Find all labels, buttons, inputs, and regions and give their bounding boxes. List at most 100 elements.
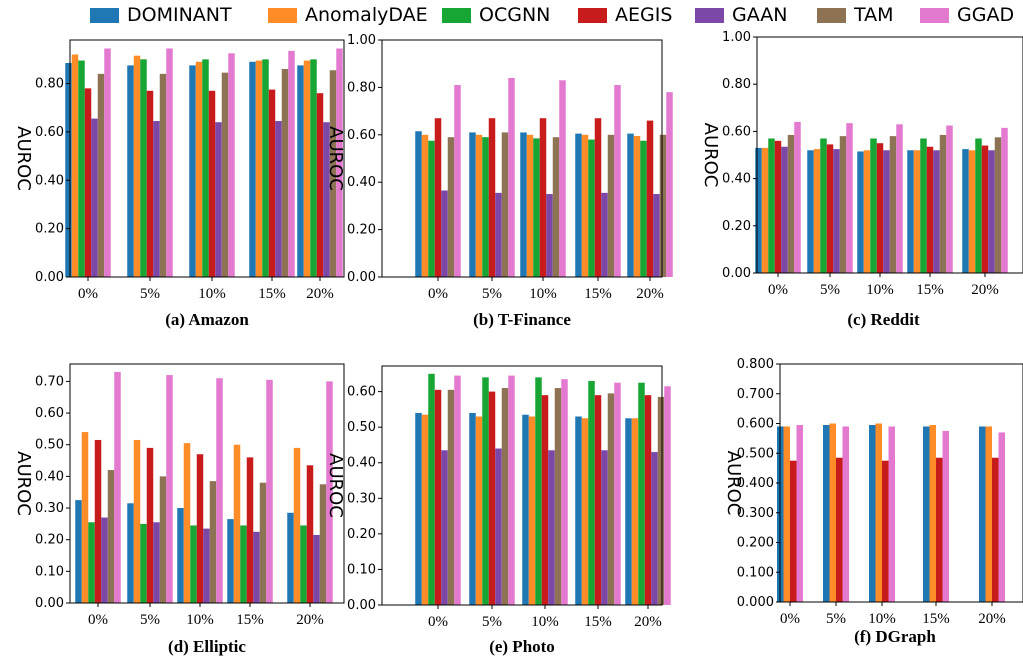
bar: [240, 525, 247, 603]
bar: [638, 382, 645, 605]
bar: [988, 150, 995, 273]
bar: [114, 371, 121, 603]
bar: [146, 447, 154, 603]
bar: [153, 121, 160, 277]
bar: [297, 65, 304, 278]
bar: [159, 476, 167, 603]
y-tick-label: 0.00: [35, 270, 64, 285]
y-tick-label: 0.200: [737, 536, 774, 551]
bar: [208, 90, 216, 278]
x-tick-label: 0%: [428, 286, 448, 302]
bar: [441, 450, 448, 605]
legend-item-ggad: GGAD: [920, 2, 1014, 28]
bar: [627, 133, 634, 277]
bar: [329, 70, 337, 278]
bar: [88, 522, 95, 603]
y-tick-label: 0.50: [35, 438, 64, 453]
bar: [561, 379, 568, 605]
bar: [253, 531, 260, 603]
x-tick-label: 10%: [529, 286, 557, 302]
bar: [783, 426, 790, 602]
bar: [75, 500, 82, 603]
bar: [275, 121, 282, 277]
bar: [657, 396, 665, 605]
bar: [1001, 127, 1008, 273]
y-tick-label: 0.60: [347, 385, 376, 400]
x-tick-label: 15%: [584, 286, 612, 302]
bar: [659, 134, 667, 277]
bar: [651, 452, 658, 605]
bar: [421, 134, 429, 277]
bar: [826, 144, 834, 273]
bar: [607, 134, 615, 277]
legend-label: GAAN: [732, 4, 788, 26]
bar: [127, 503, 134, 603]
x-tick-label: 15%: [258, 286, 286, 302]
y-tick-label: 0.50: [347, 420, 376, 435]
bar: [539, 118, 547, 278]
legend: DOMINANT AnomalyDAE OCGNN AEGIS GAAN TAM…: [0, 0, 1023, 30]
x-tick-label: 0%: [428, 614, 448, 630]
bar: [428, 373, 435, 605]
bar: [249, 61, 256, 277]
bar: [896, 124, 903, 273]
bar: [575, 133, 582, 277]
y-tick-label: 0.80: [347, 80, 376, 95]
y-axis-label: AUROC: [325, 453, 346, 518]
y-tick-label: 0.60: [722, 124, 751, 139]
bar: [548, 450, 555, 605]
bar: [336, 48, 343, 277]
bar: [875, 423, 882, 602]
bar: [159, 73, 167, 277]
y-tick-label: 0.10: [347, 562, 376, 577]
x-tick-label: 10%: [531, 614, 559, 630]
bar: [233, 444, 241, 603]
bar: [601, 450, 608, 605]
bar: [475, 416, 483, 605]
bar: [153, 522, 160, 603]
x-tick-label: 5%: [482, 614, 502, 630]
x-tick-label: 15%: [236, 612, 264, 628]
y-tick-label: 0.40: [347, 175, 376, 190]
bar: [215, 122, 222, 277]
bar: [415, 412, 422, 605]
bar: [501, 388, 509, 605]
bar: [962, 149, 969, 273]
bar: [190, 525, 197, 603]
bar: [133, 55, 141, 277]
bar: [221, 72, 229, 278]
bar: [71, 54, 79, 277]
bar: [998, 432, 1005, 602]
bar: [870, 138, 877, 273]
bar: [666, 92, 673, 277]
bar: [281, 69, 289, 277]
bar: [81, 432, 89, 603]
bar: [581, 134, 589, 277]
bar: [522, 414, 529, 605]
bar: [228, 53, 235, 277]
y-tick-label: 0.600: [737, 417, 774, 432]
bar: [526, 134, 534, 277]
bar: [533, 138, 540, 277]
bar: [946, 125, 953, 273]
x-tick-label: 5%: [140, 286, 160, 302]
bar: [625, 418, 632, 605]
bar: [326, 381, 333, 603]
bar: [936, 457, 943, 602]
x-tick-label: 20%: [978, 611, 1006, 627]
legend-label: AEGIS: [615, 4, 673, 26]
bar: [319, 484, 327, 603]
plot-frame: [69, 39, 345, 278]
bar: [790, 460, 797, 602]
bar: [761, 147, 769, 273]
y-tick-label: 0.300: [737, 506, 774, 521]
bar: [768, 138, 775, 273]
y-tick-label: 1.00: [347, 33, 376, 48]
bar: [266, 379, 273, 603]
legend-item-tam: TAM: [817, 2, 894, 28]
x-tick-label: 15%: [916, 282, 944, 298]
bar: [508, 375, 515, 605]
bar: [488, 118, 496, 278]
bar: [829, 423, 836, 602]
